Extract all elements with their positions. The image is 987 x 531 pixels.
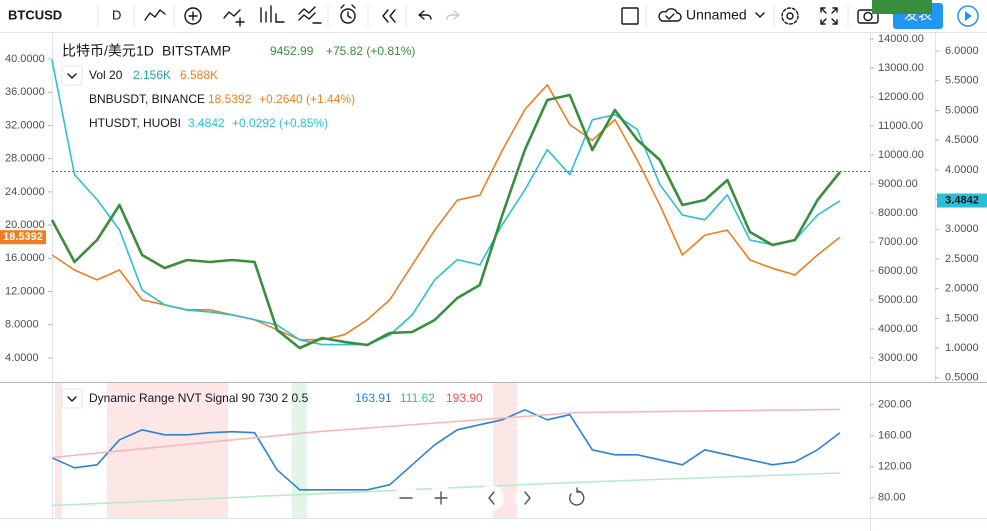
tick-label: 20.0000 (5, 219, 45, 231)
tick-label: 5.5000 (945, 75, 979, 87)
tick-label: 2.0000 (945, 283, 979, 295)
zoom-icon[interactable] (488, 491, 495, 505)
legend-interval: 1D (136, 43, 154, 59)
legend-change: +75.82 (+0.81%) (326, 44, 415, 58)
tick-label: 120.00 (878, 461, 912, 473)
tick-label: 9000.00 (878, 178, 918, 190)
tick-label: 12.0000 (5, 285, 45, 297)
replay-icon[interactable] (382, 9, 396, 23)
redo-icon[interactable] (446, 10, 460, 20)
tick-label: 3.0000 (945, 223, 979, 235)
signal-zone (55, 383, 62, 518)
tick-label: 5000.00 (878, 294, 918, 306)
tick-label: 3000.00 (878, 352, 918, 364)
tick-label: 32.0000 (5, 119, 45, 131)
legend-last: 18.5392 (208, 92, 252, 106)
toolbar (0, 0, 987, 32)
indicator-value: 111.62 (400, 391, 435, 405)
tick-label: 4.0000 (5, 352, 39, 364)
templates-icon[interactable] (298, 6, 322, 24)
tick-label: 2.5000 (945, 253, 979, 265)
volume-value: 2.156K (133, 68, 171, 82)
tick-label: 40.0000 (5, 53, 45, 65)
indicator-value: 163.91 (355, 391, 392, 405)
series-line (51, 409, 841, 491)
zoom-icon[interactable] (569, 487, 585, 506)
indicator-value: 193.90 (446, 391, 483, 405)
tick-label: 4.0000 (945, 164, 979, 176)
price-tag (872, 0, 932, 14)
compare-icon[interactable] (184, 7, 202, 25)
zoom-button[interactable] (515, 485, 541, 511)
tick-label: 8000.00 (878, 207, 918, 219)
tick-label: 36.0000 (5, 86, 45, 98)
play-button[interactable] (957, 5, 979, 27)
signal-zone (292, 383, 307, 518)
chart-type-icon[interactable] (144, 9, 166, 21)
legend-last: 9452.99 (270, 44, 314, 58)
legend-change: +0.2640 (+1.44%) (259, 92, 355, 106)
symbol[interactable]: BTCUSD (8, 7, 62, 22)
tick-label: 13000.00 (878, 62, 924, 74)
tick-label: 16.0000 (5, 252, 45, 264)
price-tag-label: 3.4842 (945, 194, 979, 206)
zoom-button[interactable] (564, 485, 590, 511)
tick-label: 24.0000 (5, 186, 45, 198)
tick-label: 4000.00 (878, 323, 918, 335)
tick-label: 160.00 (878, 430, 912, 442)
layout-icon[interactable] (621, 7, 639, 25)
indicator-title: Dynamic Range NVT Signal 90 730 2 0.5 (89, 391, 309, 405)
zoom-icon[interactable] (524, 491, 531, 505)
snapshot-icon[interactable] (857, 9, 879, 24)
zoom-icon[interactable] (434, 491, 448, 505)
zoom-controls (393, 485, 590, 511)
volume-label: Vol 20 (89, 68, 123, 82)
tick-label: 28.0000 (5, 153, 45, 165)
financials-icon[interactable] (260, 5, 285, 23)
series-line (51, 59, 841, 346)
tick-label: 7000.00 (878, 236, 918, 248)
tick-label: 80.00 (878, 492, 906, 504)
legend-title: 比特币/美元 (62, 43, 136, 59)
price-tag (937, 193, 987, 208)
series-line (51, 408, 841, 459)
legend-change: +0.0292 (+0.85%) (232, 116, 328, 130)
fullscreen-icon[interactable] (820, 7, 838, 25)
tick-label: 5.0000 (945, 104, 979, 116)
tick-label: 6.0000 (945, 45, 979, 57)
tick-label: 6000.00 (878, 265, 918, 277)
layout-name[interactable]: Unnamed (686, 7, 747, 23)
tick-label: 8.0000 (5, 319, 39, 331)
zoom-button[interactable] (478, 485, 504, 511)
tick-label: 4.5000 (945, 134, 979, 146)
interval-button[interactable]: D (112, 7, 121, 22)
tick-label: 1.0000 (945, 342, 979, 354)
price-tag (0, 230, 46, 245)
layout-menu-chevron[interactable] (755, 12, 765, 18)
tick-label: 1.5000 (945, 312, 979, 324)
tick-label: 11000.00 (878, 120, 923, 132)
collapse-button[interactable] (61, 388, 83, 409)
tick-label: 0.5000 (945, 372, 979, 384)
legend-exchange: BITSTAMP (162, 43, 231, 59)
cloud-icon (658, 8, 682, 22)
alert-icon[interactable] (340, 4, 356, 24)
tick-label: 12000.00 (878, 91, 924, 103)
tick-label: 200.00 (878, 399, 912, 411)
undo-icon[interactable] (418, 10, 432, 20)
legend-series-name: BNBUSDT, BINANCE (89, 92, 205, 106)
price-tag-label: 18.5392 (3, 231, 43, 243)
tick-label: 14000.00 (878, 33, 924, 45)
tick-label: 10000.00 (878, 149, 924, 161)
volume-ma: 6.588K (180, 68, 218, 82)
collapse-button[interactable] (61, 65, 83, 86)
series-line (50, 93, 842, 350)
indicators-icon[interactable] (223, 9, 245, 27)
settings-icon[interactable] (781, 7, 799, 25)
legend-series-name: HTUSDT, HUOBI (89, 116, 181, 130)
legend-last: 3.4842 (188, 116, 225, 130)
